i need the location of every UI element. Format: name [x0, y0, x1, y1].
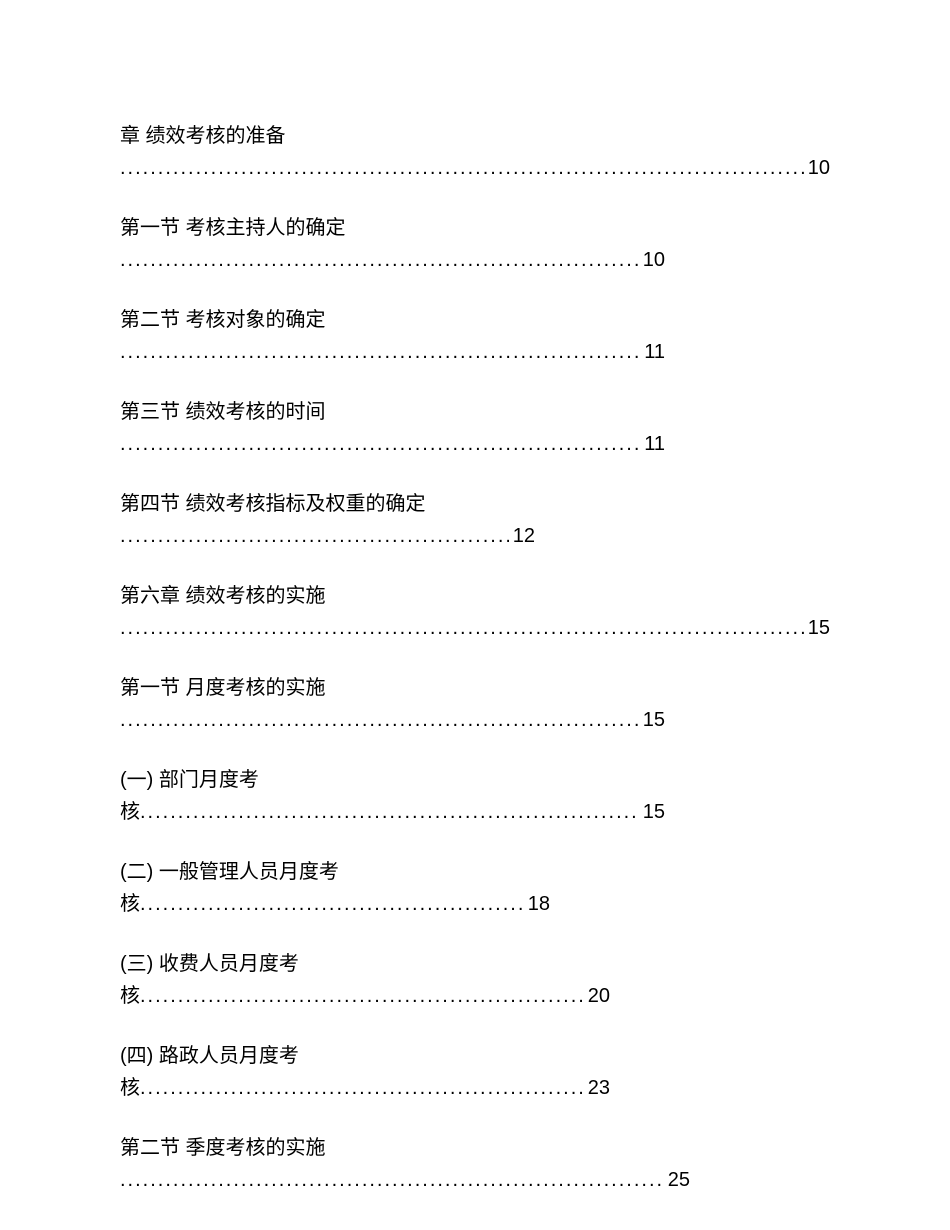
- toc-entry: (三) 收费人员月度考核............................…: [120, 948, 830, 1012]
- toc-entry-leader: ........................................…: [120, 1164, 690, 1196]
- toc-dots: ........................................…: [120, 428, 640, 460]
- toc-dots: ........................................…: [120, 336, 640, 368]
- toc-dots: ........................................…: [140, 888, 524, 920]
- toc-entry-prefix: 核: [120, 888, 140, 920]
- toc-entry-leader: ........................................…: [120, 520, 535, 552]
- toc-entry-leader: ........................................…: [120, 152, 830, 184]
- toc-entry: 第二节 考核对象的确定.............................…: [120, 304, 830, 368]
- toc-entry: (二) 一般管理人员月度考核..........................…: [120, 856, 830, 920]
- toc-entry: 第四节 绩效考核指标及权重的确定........................…: [120, 488, 830, 552]
- toc-entry-title: 第一节 考核主持人的确定: [120, 212, 830, 244]
- toc-entry-leader: ........................................…: [120, 612, 830, 644]
- toc-entry: 第三节 绩效考核的时间.............................…: [120, 396, 830, 460]
- toc-entry-title: 第四节 绩效考核指标及权重的确定: [120, 488, 830, 520]
- toc-entry-leader: 核.......................................…: [120, 1072, 610, 1104]
- toc-entry-page: 15: [804, 612, 830, 644]
- toc-entry-title: 第二节 季度考核的实施: [120, 1132, 830, 1164]
- toc-entry-leader: ........................................…: [120, 704, 665, 736]
- toc-entry-page: 25: [664, 1164, 690, 1196]
- toc-entry: (一) 部门月度考核..............................…: [120, 764, 830, 828]
- toc-entry-page: 11: [640, 428, 665, 460]
- toc-entry-page: 15: [639, 796, 665, 828]
- toc-dots: ........................................…: [120, 520, 509, 552]
- toc-dots: ........................................…: [140, 980, 584, 1012]
- toc-entry-page: 18: [524, 888, 550, 920]
- toc-dots: ........................................…: [120, 1164, 664, 1196]
- toc-entry-title: 第三节 绩效考核的时间: [120, 396, 830, 428]
- toc-entry-title: (一) 部门月度考: [120, 764, 830, 796]
- toc-dots: ........................................…: [120, 244, 639, 276]
- toc-entry-leader: ........................................…: [120, 336, 665, 368]
- toc-entry-prefix: 核: [120, 796, 140, 828]
- toc-dots: ........................................…: [140, 796, 639, 828]
- toc-entry: 章 绩效考核的准备...............................…: [120, 120, 830, 184]
- toc-entry-title: (三) 收费人员月度考: [120, 948, 830, 980]
- toc-entry: (四) 路政人员月度考核............................…: [120, 1040, 830, 1104]
- toc-dots: ........................................…: [140, 1072, 584, 1104]
- table-of-contents: 章 绩效考核的准备...............................…: [120, 120, 830, 1196]
- toc-entry-prefix: 核: [120, 980, 140, 1012]
- toc-entry-page: 23: [584, 1072, 610, 1104]
- toc-entry: 第二节 季度考核的实施.............................…: [120, 1132, 830, 1196]
- toc-entry-page: 10: [639, 244, 665, 276]
- toc-entry: 第一节 考核主持人的确定............................…: [120, 212, 830, 276]
- toc-entry-title: (二) 一般管理人员月度考: [120, 856, 830, 888]
- toc-entry-leader: 核.......................................…: [120, 888, 550, 920]
- toc-entry-title: 第六章 绩效考核的实施: [120, 580, 830, 612]
- toc-entry-page: 11: [640, 336, 665, 368]
- toc-entry: 第六章 绩效考核的实施.............................…: [120, 580, 830, 644]
- toc-dots: ........................................…: [120, 704, 639, 736]
- toc-entry-leader: 核.......................................…: [120, 980, 610, 1012]
- toc-entry-title: 第一节 月度考核的实施: [120, 672, 830, 704]
- toc-dots: ........................................…: [120, 152, 804, 184]
- toc-entry-leader: ........................................…: [120, 428, 665, 460]
- toc-entry-leader: 核.......................................…: [120, 796, 665, 828]
- toc-entry-page: 20: [584, 980, 610, 1012]
- toc-entry-title: 章 绩效考核的准备: [120, 120, 830, 152]
- toc-entry: 第一节 月度考核的实施.............................…: [120, 672, 830, 736]
- toc-entry-title: 第二节 考核对象的确定: [120, 304, 830, 336]
- toc-dots: ........................................…: [120, 612, 804, 644]
- toc-entry-leader: ........................................…: [120, 244, 665, 276]
- toc-entry-prefix: 核: [120, 1072, 140, 1104]
- toc-entry-page: 12: [509, 520, 535, 552]
- toc-entry-page: 10: [804, 152, 830, 184]
- toc-entry-page: 15: [639, 704, 665, 736]
- toc-entry-title: (四) 路政人员月度考: [120, 1040, 830, 1072]
